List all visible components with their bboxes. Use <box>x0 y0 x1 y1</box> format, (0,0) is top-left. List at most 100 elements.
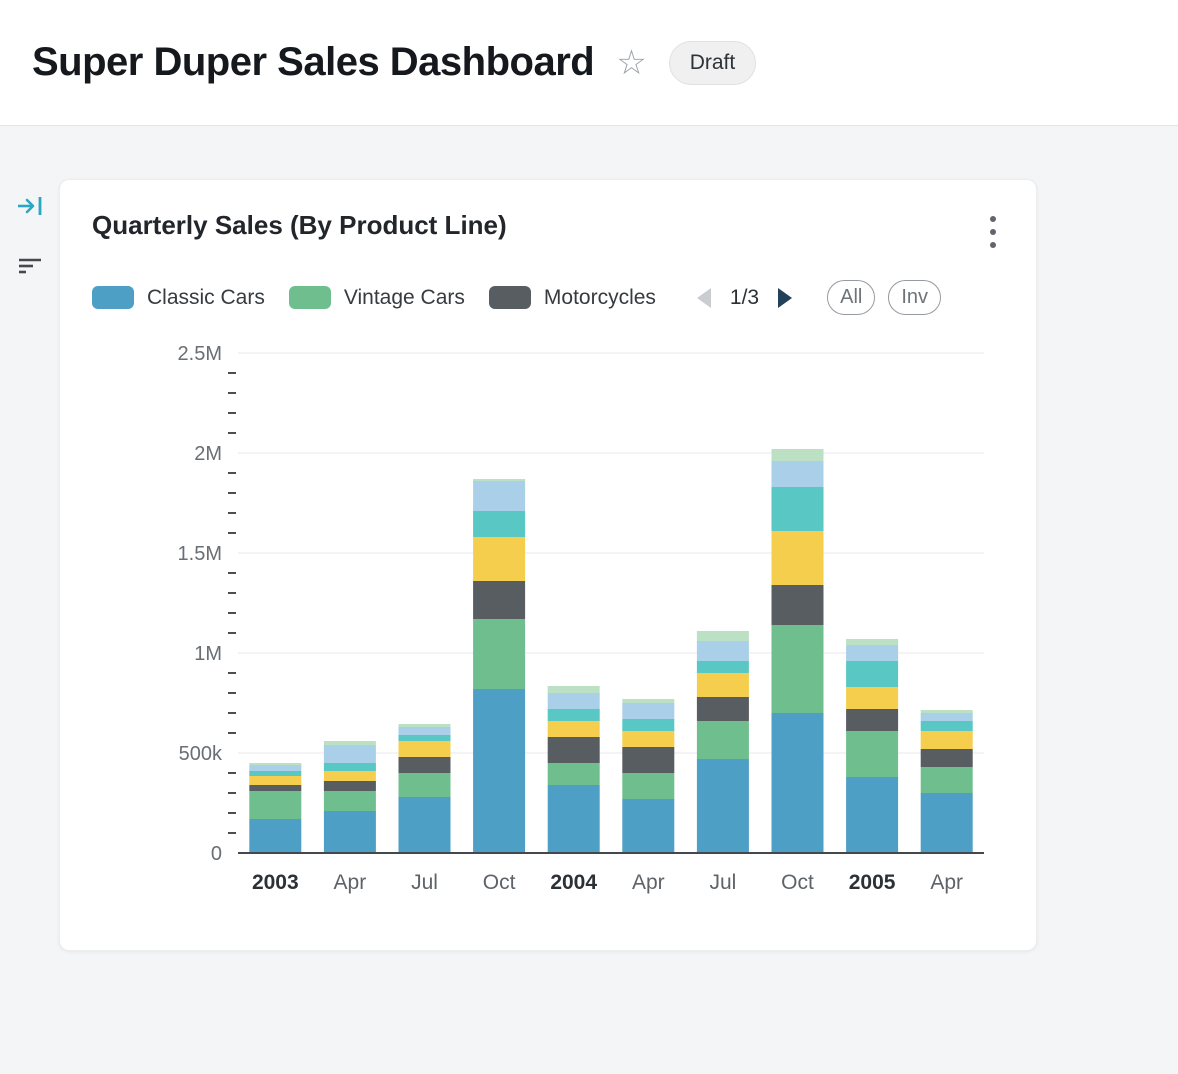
bar-segment <box>398 724 451 727</box>
bar-segment <box>249 765 302 771</box>
x-tick-label: Apr <box>334 871 367 894</box>
bar-segment <box>323 763 376 771</box>
bar-segment <box>398 727 451 735</box>
stacked-bar-chart[interactable]: 0 500k 1M 1.5M 2M 2.5M 2003 Apr Jul Oct 2004 Apr Jul… <box>92 329 1006 911</box>
bar-segment <box>696 697 749 721</box>
bar-segment <box>920 731 973 749</box>
bar-segment <box>771 625 824 713</box>
bar-segment <box>846 645 899 661</box>
legend-item[interactable]: Vintage Cars <box>288 285 465 310</box>
legend-label: Motorcycles <box>543 285 656 309</box>
bar-segment <box>920 793 973 853</box>
bar-segment <box>696 673 749 697</box>
bar-segment <box>473 481 526 511</box>
bar-segment <box>920 713 973 721</box>
filter-icon[interactable] <box>13 252 47 280</box>
bar-segment <box>473 511 526 537</box>
bar-segment <box>547 721 600 737</box>
bar-segment <box>846 661 899 687</box>
x-tick-label: Oct <box>781 871 814 894</box>
bar-segment <box>249 771 302 776</box>
legend-swatch <box>488 286 531 309</box>
bar-segment <box>771 585 824 625</box>
bar-segment <box>547 686 600 693</box>
bar-segment <box>323 781 376 791</box>
bar-segment <box>920 710 973 713</box>
star-icon[interactable]: ☆ <box>616 43 647 82</box>
legend-swatch <box>92 286 134 309</box>
x-tick-label: 2005 <box>849 871 896 894</box>
bar-segment <box>473 619 526 689</box>
bar-segment <box>622 747 675 773</box>
bar-segment <box>846 687 899 709</box>
legend: Classic Cars Vintage Cars Motorcycles <box>92 286 656 310</box>
legend-label: Classic Cars <box>147 285 265 309</box>
bar-segment <box>920 721 973 731</box>
bar-segment <box>622 699 675 703</box>
all-button[interactable]: All <box>827 280 876 315</box>
bar-segment <box>771 713 824 853</box>
bar-segment <box>846 731 899 777</box>
bar-segment <box>771 487 824 531</box>
y-tick-label: 1.5M <box>178 543 222 565</box>
x-tick-label: Jul <box>411 871 438 894</box>
bar-segment <box>323 811 376 853</box>
bar-segment <box>771 449 824 461</box>
bar-segment <box>920 767 973 793</box>
y-tick-label: 500k <box>179 743 223 765</box>
bar-segment <box>398 757 451 773</box>
chart-card: Quarterly Sales (By Product Line) Classi… <box>59 179 1037 951</box>
bar-segment <box>622 731 675 747</box>
page-header: Super Duper Sales Dashboard ☆ Draft <box>0 0 1178 126</box>
legend-item[interactable]: Classic Cars <box>92 286 265 310</box>
inv-button[interactable]: Inv <box>888 280 942 315</box>
bar-segment <box>547 737 600 763</box>
y-tick-label: 0 <box>211 843 222 865</box>
x-tick-label: Oct <box>483 871 516 894</box>
collapse-panel-icon[interactable] <box>12 190 48 222</box>
legend-label: Vintage Cars <box>343 285 465 309</box>
bar-segment <box>547 693 600 709</box>
bar-segment <box>473 689 526 853</box>
bar-segment <box>473 537 526 581</box>
pager-next-icon[interactable] <box>773 284 797 312</box>
bar-segment <box>696 641 749 661</box>
legend-swatch <box>288 286 331 309</box>
controls-row: Classic Cars Vintage Cars Motorcycles 1/3 … <box>92 280 1004 315</box>
bar-segment <box>771 531 824 585</box>
kebab-menu-icon[interactable] <box>982 210 1004 254</box>
bar-segment <box>547 785 600 853</box>
bar-segment <box>846 777 899 853</box>
bar-segment <box>696 661 749 673</box>
legend-item[interactable]: Motorcycles <box>488 285 656 310</box>
pill-group: All Inv <box>827 280 942 315</box>
x-tick-label: 2003 <box>252 871 299 894</box>
bar-segment <box>696 721 749 759</box>
status-badge: Draft <box>668 40 757 85</box>
bar-segment <box>398 797 451 853</box>
bar-segment <box>249 791 302 819</box>
x-tick-label: Apr <box>930 871 963 894</box>
pager-label: 1/3 <box>729 285 760 309</box>
bar-segment <box>473 479 526 481</box>
bar-segment <box>323 791 376 811</box>
chart-title: Quarterly Sales (By Product Line) <box>92 210 507 240</box>
bar-segment <box>249 819 302 853</box>
bar-segment <box>323 745 376 763</box>
bar-segment <box>249 776 302 785</box>
chart-wrap: 0 500k 1M 1.5M 2M 2.5M 2003 Apr Jul Oct 2004 Apr Jul… <box>92 329 1004 916</box>
bar-segment <box>696 759 749 853</box>
card-header: Quarterly Sales (By Product Line) <box>92 210 1004 254</box>
bar-segment <box>846 709 899 731</box>
legend-pager: 1/3 <box>692 284 797 312</box>
bar-segment <box>846 639 899 645</box>
y-tick-label: 2M <box>194 443 222 465</box>
bar-segment <box>473 581 526 619</box>
bar-segment <box>249 785 302 791</box>
bar-segment <box>622 773 675 799</box>
pager-prev-icon[interactable] <box>692 284 716 312</box>
y-tick-label: 2.5M <box>178 343 222 365</box>
bar-segment <box>920 749 973 767</box>
bar-segment <box>771 461 824 487</box>
x-tick-label: 2004 <box>550 871 597 894</box>
